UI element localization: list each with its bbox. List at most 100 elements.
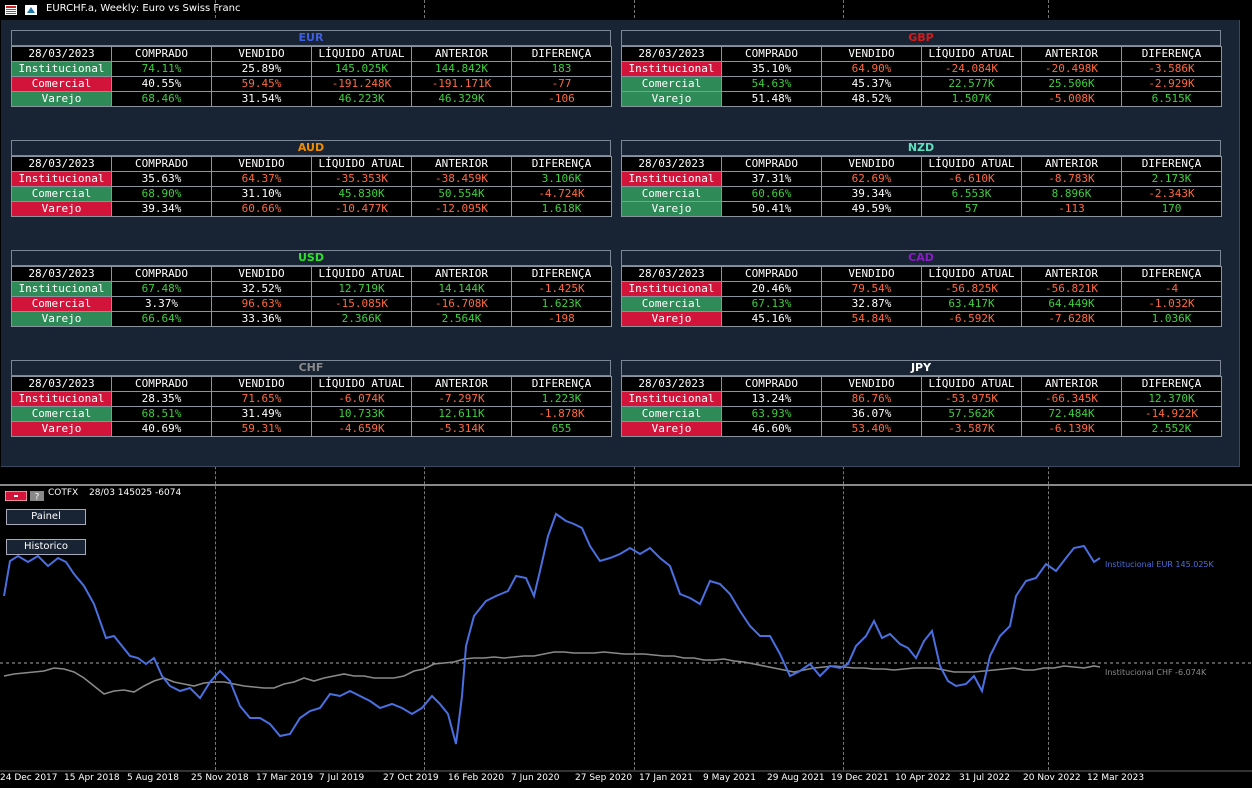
table-cell: 48.52% [821,91,922,107]
close-indicator-icon[interactable] [5,491,27,501]
header-row: 28/03/2023 COMPRADO VENDIDO LÍQUIDO ATUAL AN… [11,46,612,62]
time-axis-label: 17 Jan 2021 [639,773,693,783]
header-row: 28/03/2023 COMPRADO VENDIDO LÍQUIDO ATUAL AN… [11,156,612,172]
table-cell: 59.45% [211,76,312,92]
table-row: Varejo 39.34% 60.66% -10.477K -12.095K 1.618K [11,201,612,217]
eur-institutional-line [3,512,1101,745]
trader-category: Comercial [11,406,112,422]
time-axis-label: 7 Jun 2020 [511,773,560,783]
table-cell: -6.592K [921,311,1022,327]
table-cell: 50.41% [721,201,822,217]
header-row: 28/03/2023 COMPRADO VENDIDO LÍQUIDO ATUAL AN… [11,266,612,282]
trader-category: Comercial [621,296,722,312]
cot-table-usd: USD 28/03/2023 COMPRADO VENDIDO LÍQUIDO ATUA… [11,250,612,327]
column-header: ANTERIOR [411,46,512,62]
currency-title: AUD [11,140,611,156]
table-cell: 67.13% [721,296,822,312]
column-header: DIFERENÇA [511,46,612,62]
table-cell: 40.55% [111,76,212,92]
table-cell: 36.07% [821,406,922,422]
column-header: DIFERENÇA [1121,46,1222,62]
currency-title: EUR [11,30,611,46]
currency-title: NZD [621,140,1221,156]
table-cell: 1.623K [511,296,612,312]
table-row: Institucional 35.63% 64.37% -35.353K -38.459… [11,171,612,187]
cot-data-table: 28/03/2023 COMPRADO VENDIDO LÍQUIDO ATUAL AN… [11,266,612,327]
header-row: 28/03/2023 COMPRADO VENDIDO LÍQUIDO ATUAL AN… [621,266,1222,282]
column-header: COMPRADO [111,266,212,282]
table-row: Institucional 35.10% 64.90% -24.084K -20.498… [621,61,1222,77]
table-cell: 14.144K [411,281,512,297]
table-cell: 67.48% [111,281,212,297]
table-cell: 25.89% [211,61,312,77]
column-header: ANTERIOR [1021,376,1122,392]
column-header: VENDIDO [211,156,312,172]
chf-institutional-line [3,651,1101,695]
eur-line-label: Institucional EUR 145.025K [1105,560,1214,569]
table-row: Varejo 68.46% 31.54% 46.223K 46.329K -106 [11,91,612,107]
chart-title-bar: EURCHF.a, Weekly: Euro vs Swiss Franc [0,0,1252,20]
table-cell: -8.783K [1021,171,1122,187]
table-cell: 6.515K [1121,91,1222,107]
header-row: 28/03/2023 COMPRADO VENDIDO LÍQUIDO ATUAL AN… [11,376,612,392]
table-cell: 3.106K [511,171,612,187]
panel-button[interactable]: Painel [6,509,86,525]
table-cell: 37.31% [721,171,822,187]
column-header: VENDIDO [211,376,312,392]
time-axis-label: 12 Mar 2023 [1087,773,1145,783]
table-cell: 12.370K [1121,391,1222,407]
time-axis-label: 19 Dec 2021 [831,773,889,783]
trader-category: Comercial [621,186,722,202]
column-header: LÍQUIDO ATUAL [921,376,1022,392]
chart-menu-icon[interactable] [5,5,17,15]
cot-table-jpy: JPY 28/03/2023 COMPRADO VENDIDO LÍQUIDO ATUA… [621,360,1222,437]
table-cell: 86.76% [821,391,922,407]
column-header: COMPRADO [721,266,822,282]
time-axis-label: 27 Sep 2020 [575,773,633,783]
column-header: VENDIDO [821,46,922,62]
column-header: ANTERIOR [411,266,512,282]
table-row: Comercial 68.90% 31.10% 45.830K 50.554K -4.72… [11,186,612,202]
table-row: Varejo 46.60% 53.40% -3.587K -6.139K 2.552K [621,421,1222,437]
table-cell: 60.66% [211,201,312,217]
table-cell: 72.484K [1021,406,1122,422]
currency-title: GBP [621,30,1221,46]
table-row: Institucional 37.31% 62.69% -6.610K -8.783K 2… [621,171,1222,187]
table-row: Varejo 45.16% 54.84% -6.592K -7.628K 1.036K [621,311,1222,327]
subwindow-separator[interactable] [0,484,1252,486]
table-row: Institucional 28.35% 71.65% -6.074K -7.297K 1… [11,391,612,407]
cot-data-table: 28/03/2023 COMPRADO VENDIDO LÍQUIDO ATUAL AN… [11,156,612,217]
table-cell: -6.610K [921,171,1022,187]
ea-robot-icon[interactable] [25,5,37,15]
table-cell: 46.223K [311,91,412,107]
table-cell: 22.577K [921,76,1022,92]
column-header: COMPRADO [111,46,212,62]
table-cell: 46.60% [721,421,822,437]
table-cell: 12.719K [311,281,412,297]
table-cell: -20.498K [1021,61,1122,77]
table-cell: 45.37% [821,76,922,92]
trader-category: Varejo [11,91,112,107]
table-cell: 1.618K [511,201,612,217]
currency-title: CAD [621,250,1221,266]
column-header: LÍQUIDO ATUAL [311,46,412,62]
table-row: Comercial 67.13% 32.87% 63.417K 64.449K -1.03… [621,296,1222,312]
table-cell: -56.825K [921,281,1022,297]
help-icon[interactable]: ? [30,491,44,501]
table-cell: 39.34% [111,201,212,217]
cot-data-table: 28/03/2023 COMPRADO VENDIDO LÍQUIDO ATUAL AN… [621,156,1222,217]
table-row: Varejo 66.64% 33.36% 2.366K 2.564K -198 [11,311,612,327]
time-axis-label: 29 Aug 2021 [767,773,825,783]
trader-category: Institucional [621,171,722,187]
time-axis-label: 5 Aug 2018 [127,773,179,783]
trader-category: Institucional [11,171,112,187]
column-header: DIFERENÇA [511,266,612,282]
trader-category: Varejo [11,311,112,327]
table-cell: 45.830K [311,186,412,202]
table-cell: 3.37% [111,296,212,312]
table-cell: -1.425K [511,281,612,297]
history-button[interactable]: Historico [6,539,86,555]
table-cell: 35.63% [111,171,212,187]
table-cell: 2.366K [311,311,412,327]
table-row: Comercial 63.93% 36.07% 57.562K 72.484K -14.9… [621,406,1222,422]
